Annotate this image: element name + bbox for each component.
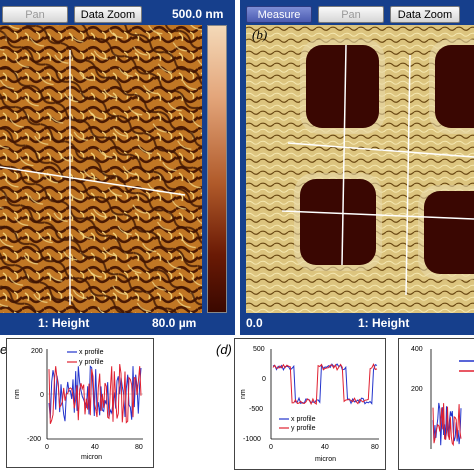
patterned-surface [246, 25, 474, 313]
xtick-40: 40 [91, 444, 99, 451]
height-colorbar [207, 25, 227, 313]
y-profile-line-2 [272, 362, 378, 406]
ytick-400: 400 [411, 346, 423, 353]
profile-plot-1: 200 0 -200 nm x profile y profile 0 40 8… [6, 338, 154, 468]
profile-chart-2: 500 0 -500 -1000 nm x profile y profile … [240, 346, 379, 463]
etched-square-bottom-right [418, 185, 474, 280]
x-axis-label-2: micron [315, 456, 336, 463]
channel-label-b: 1: Height [358, 316, 410, 330]
pan-button[interactable]: Pan [2, 6, 68, 23]
ytick-0: 0 [262, 376, 266, 383]
legend-x-profile: x profile [79, 349, 104, 356]
ytick-minus1000: -1000 [243, 436, 261, 443]
pan-button-b[interactable]: Pan [318, 6, 384, 23]
afm-height-image-b[interactable] [246, 25, 474, 313]
legend-y-profile-2: y profile [291, 425, 316, 432]
profile-line-3 [281, 210, 474, 220]
profile-chart-3: 400 200 [411, 346, 474, 449]
afm-height-image-a[interactable] [0, 25, 202, 313]
xtick-80: 80 [135, 444, 143, 451]
etched-square-top-left [300, 39, 385, 134]
scan-size-label: 80.0 µm [152, 316, 197, 330]
height-range-label: 500.0 nm [172, 7, 224, 21]
xtick-0-2: 0 [269, 444, 273, 451]
profile-line-1 [341, 44, 347, 266]
y-axis-label: nm [14, 389, 21, 399]
ytick-200: 200 [31, 348, 43, 355]
afm-panel-b: Measure Pan Data Zoom [240, 0, 474, 335]
horizontal-profile-line [0, 166, 186, 196]
x-profile-line-2 [272, 363, 378, 405]
ytick-0: 0 [40, 392, 44, 399]
labyrinth-pattern [0, 25, 202, 313]
profile-line-2 [287, 142, 474, 158]
measure-button[interactable]: Measure [246, 6, 312, 23]
etched-square-bottom-left [294, 173, 382, 271]
x-axis-label: micron [81, 454, 102, 461]
y-profile-line [48, 364, 142, 424]
xtick-80-2: 80 [371, 444, 379, 451]
data-zoom-button[interactable]: Data Zoom [74, 6, 142, 23]
etched-square-top-right [429, 39, 474, 134]
profile-label-d: (d) [216, 342, 232, 357]
y-axis-label-2: nm [240, 389, 247, 399]
profile-plot-2: 500 0 -500 -1000 nm x profile y profile … [234, 338, 386, 470]
profile-label-e: e) [0, 342, 12, 357]
xtick-40-2: 40 [321, 444, 329, 451]
profile-line-4 [405, 54, 411, 296]
y-profile-line-3 [432, 403, 462, 447]
profile-chart-1: 200 0 -200 nm x profile y profile 0 40 8… [14, 348, 143, 461]
ytick-200: 200 [411, 386, 423, 393]
zero-label: 0.0 [246, 316, 263, 330]
data-zoom-button-b[interactable]: Data Zoom [390, 6, 460, 23]
ytick-500: 500 [253, 346, 265, 353]
legend-x-profile-2: x profile [291, 416, 316, 423]
profile-plot-3: 400 200 [398, 338, 474, 470]
ytick-minus200: -200 [27, 436, 41, 443]
ytick-minus500: -500 [249, 406, 263, 413]
channel-label-a: 1: Height [38, 316, 90, 330]
legend-y-profile: y profile [79, 359, 104, 366]
panel-b-label: (b) [252, 27, 268, 42]
xtick-0: 0 [45, 444, 49, 451]
afm-panel-a: Pan Data Zoom 500.0 nm [0, 0, 235, 335]
